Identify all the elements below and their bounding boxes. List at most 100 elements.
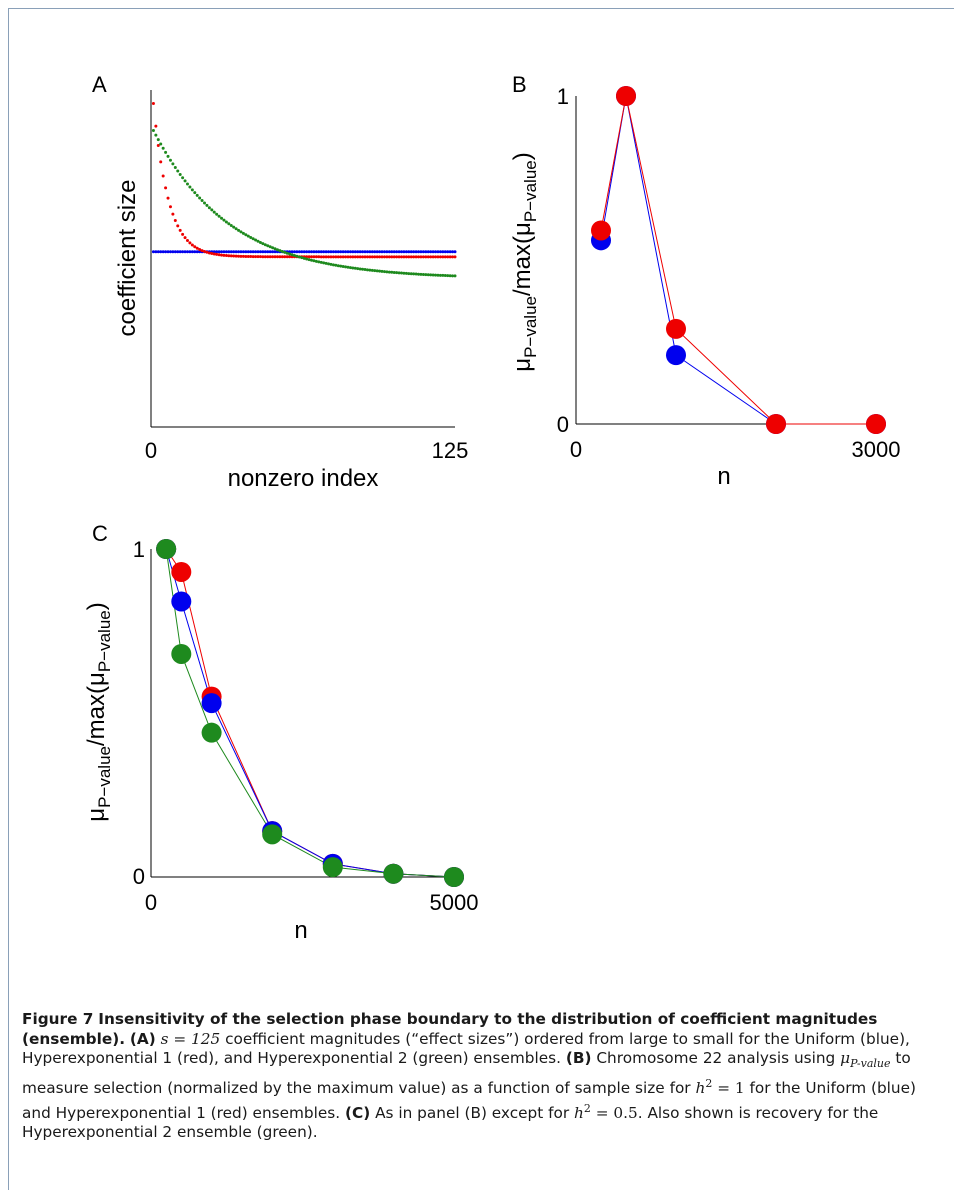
panel-a-point-red [361,255,365,259]
panel-a-point-green [399,271,403,275]
panel-a-point-blue [322,250,326,254]
panel-a-point-blue [373,250,377,254]
panel-a-point-green [185,182,189,186]
panel-a-point-green [395,271,399,275]
panel-c-xtick-1: 5000 [430,890,479,915]
panel-a-point-red [159,160,163,164]
panel-a-point-red [390,255,394,259]
panel-a-point-red [429,255,433,259]
panel-a-point-green [237,228,241,232]
panel-b-line-red [600,95,876,425]
panel-a-point-blue [266,250,270,254]
panel-a-point-blue [358,250,362,254]
panel-a-point-blue [156,250,160,254]
panel-a-point-blue [300,250,304,254]
panel-a-point-red [358,255,362,259]
panel-b-xtick-1: 3000 [852,437,901,462]
panel-a-point-green [312,259,316,263]
panel-a-point-blue [443,250,447,254]
caption-text-b1: Chromosome 22 analysis using [591,1049,841,1068]
panel-a-point-red [346,255,350,259]
panel-c-line-blue [165,548,455,878]
panel-a-point-green [307,258,311,262]
panel-a-point-green [451,274,455,278]
panel-b-label: B [512,72,527,97]
panel-a-point-green [212,210,216,214]
panel-a-point-green [203,201,207,205]
panel-a-point-green [215,212,219,216]
panel-a-point-green [164,150,168,154]
panel-a-point-red [246,255,250,259]
panel-b-xtick-0: 0 [570,437,582,462]
panel-b-marker-blue [666,345,686,366]
panel-b-marker-red [591,220,611,241]
panel-a-point-blue [227,250,231,254]
panel-a-point-blue [302,250,306,254]
panel-a-point-green [292,254,296,258]
panel-a-point-green [446,274,450,278]
panel-a-point-blue [251,250,255,254]
figure-frame [8,8,954,1190]
panel-a-point-blue [168,250,172,254]
panel-a-point-green [453,274,457,278]
panel-a-point-green [266,244,270,248]
panel-a-point-red [431,255,435,259]
panel-a-point-blue [263,250,267,254]
panel-a-point-green [382,270,386,274]
panel-a-point-blue [173,250,177,254]
panel-a-point-red [392,255,396,259]
panel-a-point-green [319,260,323,264]
caption-tag-c: (C) [345,1103,371,1122]
panel-a-point-green [241,231,245,235]
caption-math-mu: μ [840,1049,851,1068]
panel-a-point-blue [407,250,411,254]
panel-a-point-blue [256,250,260,254]
panel-a-point-red [385,255,389,259]
panel-a-point-green [363,268,367,272]
panel-a-point-blue [273,250,277,254]
panel-a-point-red [207,251,211,255]
panel-a-point-red [280,255,284,259]
panel-b-marker-red [766,414,786,434]
panel-a-point-blue [346,250,350,254]
panel-a-point-green [390,270,394,274]
panel-a-point-red [232,254,236,258]
panel-a-point-red [387,255,391,259]
panel-a-point-green [353,266,357,270]
panel-a-point-blue [339,250,343,254]
panel-a-xtick-0: 0 [145,438,157,463]
caption-math-mu-sub: P-value [850,1057,891,1071]
panel-a: A 0 125 nonzero index coefficient size [92,72,468,492]
panel-a-point-blue [448,250,452,254]
panel-a-point-blue [351,250,355,254]
panel-a-point-blue [212,250,216,254]
caption-text-b3: for the Uniform (blue) and Hyperexponent… [22,1078,917,1122]
panel-a-point-green [176,169,180,173]
panel-a-point-green [159,142,163,146]
panel-b-ytick-0: 0 [557,412,569,437]
panel-a-point-blue [193,250,197,254]
panel-a-point-green [344,265,348,269]
panel-a-point-blue [271,250,275,254]
panel-a-point-blue [292,250,296,254]
panel-a-point-red [193,245,197,249]
panel-c-marker-green [322,857,343,878]
panel-a-point-blue [288,250,292,254]
panel-a-point-red [399,255,403,259]
panel-a-point-red [222,253,226,257]
panel-a-point-green [324,261,328,265]
panel-c-xtick-0: 0 [145,890,157,915]
panel-c-marker-green [383,863,404,884]
panel-c-xlabel: n [294,917,307,944]
panel-a-point-green [283,250,287,254]
panel-a-point-blue [331,250,335,254]
panel-a-point-red [365,255,369,259]
panel-a-point-blue [341,250,345,254]
panel-a-point-green [151,128,155,132]
panel-a-point-red [190,243,194,247]
panel-a-point-red [448,255,452,259]
caption-text-b2: to measure selection (normalized by the … [22,1049,911,1097]
panel-a-point-green [441,273,445,277]
panel-a-point-blue [305,250,309,254]
panel-a-point-red [443,255,447,259]
